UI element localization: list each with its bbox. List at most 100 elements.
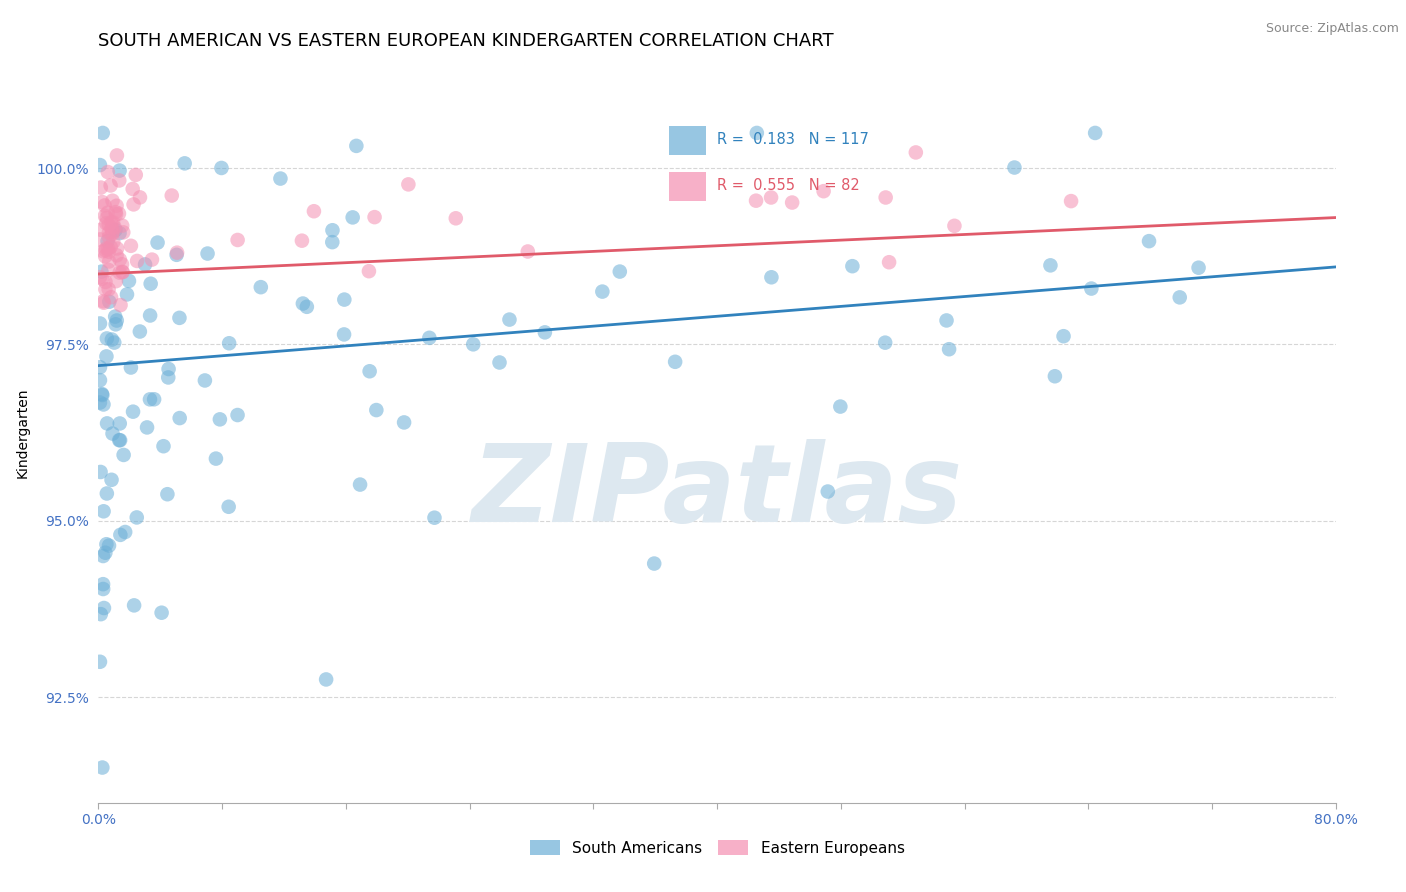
Point [90, 607, 112, 622]
Point [935, 313, 957, 327]
Point [534, 326, 557, 340]
Point [166, 245, 188, 260]
Point [938, 342, 960, 356]
Point [444, 211, 467, 226]
Point [396, 178, 419, 192]
Point [122, 599, 145, 613]
Point [115, 287, 138, 301]
Point [100, 178, 122, 193]
Point [93, 295, 115, 310]
Legend: South Americans, Eastern Europeans: South Americans, Eastern Europeans [523, 834, 911, 862]
Point [609, 264, 631, 278]
Point [101, 333, 124, 347]
Point [89, 360, 111, 375]
Point [114, 524, 136, 539]
Point [108, 173, 131, 187]
Point [103, 335, 125, 350]
Point [105, 313, 128, 327]
Point [321, 235, 343, 249]
Point [101, 215, 124, 229]
Point [418, 331, 440, 345]
Text: R =  0.555   N = 82: R = 0.555 N = 82 [717, 178, 860, 193]
Point [125, 168, 148, 182]
Point [101, 426, 124, 441]
Point [488, 355, 510, 369]
Point [94, 282, 117, 296]
Point [101, 194, 124, 208]
Text: SOUTH AMERICAN VS EASTERN EUROPEAN KINDERGARTEN CORRELATION CHART: SOUTH AMERICAN VS EASTERN EUROPEAN KINDE… [98, 32, 834, 50]
Point [1084, 126, 1107, 140]
Point [759, 190, 782, 204]
Point [112, 225, 135, 239]
Point [197, 246, 219, 260]
Point [100, 240, 122, 254]
Point [105, 199, 128, 213]
Point [111, 219, 134, 233]
Point [363, 210, 385, 224]
Point [291, 296, 314, 310]
Point [830, 400, 852, 414]
Point [93, 198, 115, 212]
Point [169, 411, 191, 425]
Point [96, 216, 118, 230]
Point [90, 387, 112, 401]
Point [103, 235, 125, 249]
Point [141, 252, 163, 267]
Point [841, 259, 863, 273]
Point [150, 606, 173, 620]
Point [745, 126, 768, 140]
Point [122, 405, 145, 419]
Point [249, 280, 271, 294]
Point [97, 242, 120, 256]
Point [91, 126, 114, 140]
Point [97, 244, 120, 259]
Point [91, 549, 114, 563]
Point [1168, 290, 1191, 304]
Point [269, 171, 291, 186]
Point [104, 220, 127, 235]
Point [97, 218, 120, 232]
Point [91, 294, 114, 309]
Point [516, 244, 538, 259]
Point [875, 190, 897, 204]
Point [143, 392, 166, 407]
Point [104, 223, 127, 237]
Point [357, 264, 380, 278]
Point [105, 248, 128, 262]
Point [208, 412, 231, 426]
Point [111, 265, 134, 279]
Point [643, 557, 665, 571]
Point [904, 145, 927, 160]
Point [333, 293, 356, 307]
Point [366, 403, 388, 417]
Point [97, 165, 120, 179]
Point [139, 309, 162, 323]
Point [108, 434, 131, 448]
Point [97, 205, 120, 219]
Point [101, 225, 124, 239]
Point [120, 239, 142, 253]
Point [93, 601, 115, 615]
Point [96, 486, 118, 500]
Point [463, 337, 485, 351]
Point [211, 161, 233, 175]
Point [780, 195, 803, 210]
Point [194, 374, 217, 388]
Point [121, 182, 143, 196]
Point [111, 257, 134, 271]
Point [349, 477, 371, 491]
Point [97, 282, 120, 296]
Point [875, 335, 897, 350]
Point [295, 300, 318, 314]
Point [110, 298, 132, 312]
Bar [669, 172, 706, 201]
Point [100, 473, 122, 487]
Point [423, 510, 446, 524]
Text: Source: ZipAtlas.com: Source: ZipAtlas.com [1265, 22, 1399, 36]
Point [104, 274, 127, 288]
Point [91, 388, 114, 402]
Point [342, 211, 364, 225]
Point [89, 270, 111, 285]
Point [90, 180, 112, 194]
Point [218, 500, 240, 514]
